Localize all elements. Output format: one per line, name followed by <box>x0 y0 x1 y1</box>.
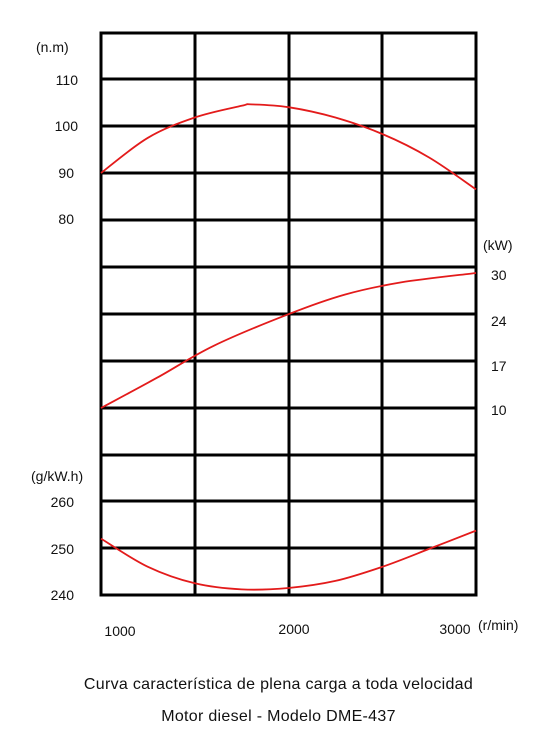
torque-tick-label: 90 <box>58 165 74 181</box>
torque-axis-unit: (n.m) <box>36 39 69 55</box>
torque-tick-label: 110 <box>56 72 79 88</box>
power-curve <box>100 272 477 409</box>
fuel-tick-label: 240 <box>51 587 75 603</box>
fuel-tick-label: 250 <box>51 541 75 557</box>
torque-tick-label: 100 <box>55 118 79 134</box>
power-tick-label: 24 <box>491 313 507 329</box>
power-axis-unit: (kW) <box>483 237 513 253</box>
fuel-consumption-curve <box>100 529 477 591</box>
fuel-axis-unit: (g/kW.h) <box>31 468 83 484</box>
rpm-tick-label: 3000 <box>439 621 470 637</box>
torque-tick-label: 80 <box>58 211 74 227</box>
power-tick-label: 10 <box>491 402 507 418</box>
rpm-tick-label: 1000 <box>104 623 135 639</box>
chart-grid <box>99 31 478 597</box>
power-tick-label: 17 <box>491 358 507 374</box>
chart-curves <box>100 103 477 591</box>
chart-caption-subtitle: Motor diesel - Modelo DME-437 <box>161 708 396 725</box>
chart-caption-title: Curva característica de plena carga a to… <box>83 676 474 693</box>
torque-curve <box>100 103 477 191</box>
rpm-tick-label: 2000 <box>278 621 309 637</box>
power-tick-label: 30 <box>491 267 507 283</box>
fuel-tick-label: 260 <box>51 494 75 510</box>
rpm-axis-unit: (r/min) <box>478 617 518 633</box>
